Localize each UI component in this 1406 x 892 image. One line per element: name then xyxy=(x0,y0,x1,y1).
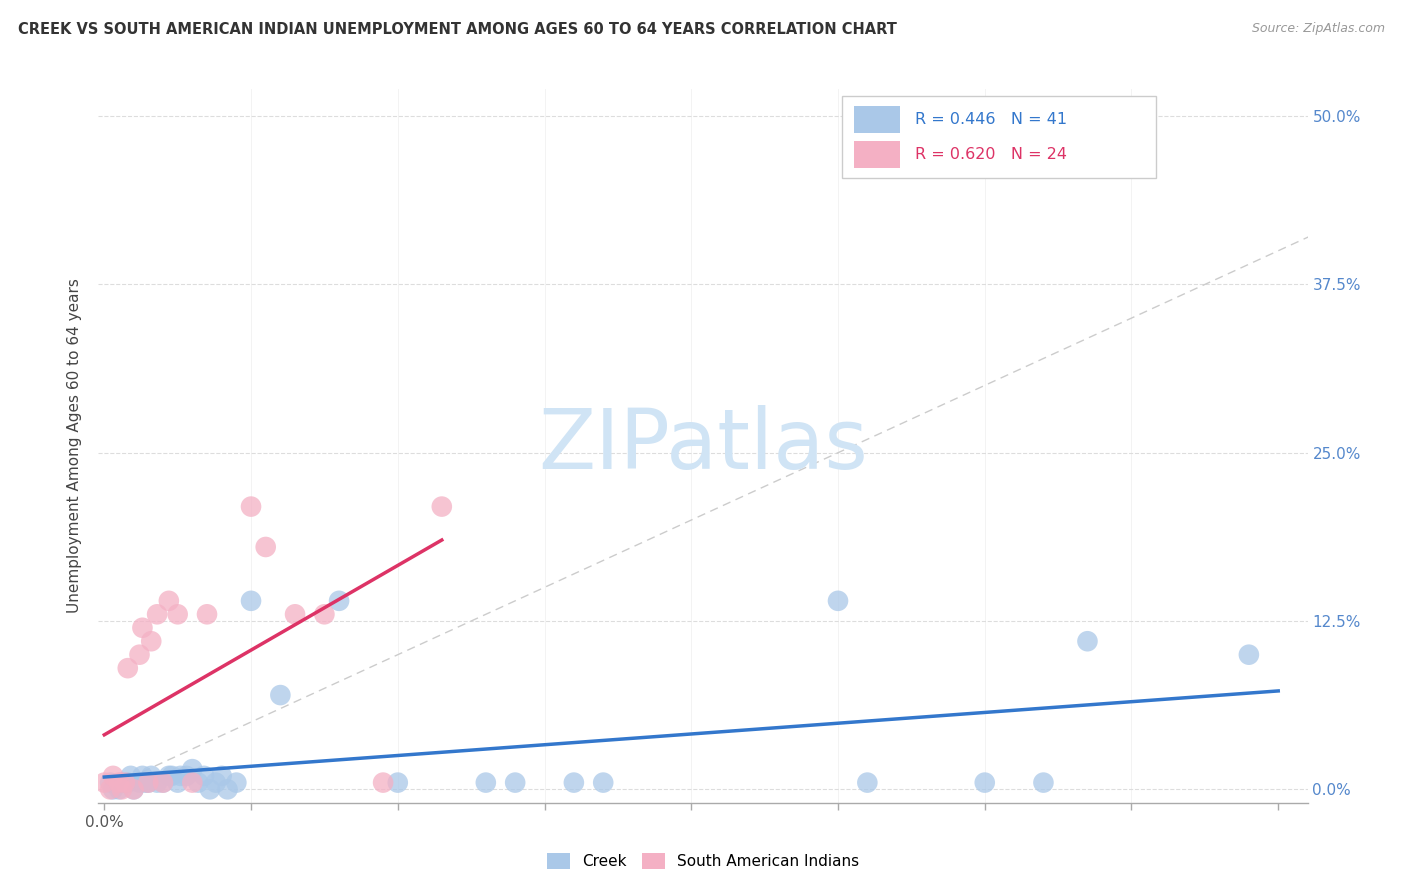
Text: ZIPatlas: ZIPatlas xyxy=(538,406,868,486)
Point xyxy=(160,769,183,783)
Point xyxy=(371,775,394,789)
Point xyxy=(328,594,350,608)
Point xyxy=(1237,648,1260,662)
Point xyxy=(93,775,115,789)
Point xyxy=(120,769,142,783)
Text: R = 0.620   N = 24: R = 0.620 N = 24 xyxy=(915,146,1067,161)
Text: Source: ZipAtlas.com: Source: ZipAtlas.com xyxy=(1251,22,1385,36)
Point xyxy=(108,775,131,789)
Point xyxy=(193,769,215,783)
Point xyxy=(198,782,221,797)
Legend: Creek, South American Indians: Creek, South American Indians xyxy=(541,847,865,875)
Point xyxy=(166,775,188,789)
Point xyxy=(1032,775,1054,789)
Point xyxy=(240,594,263,608)
FancyBboxPatch shape xyxy=(855,106,900,134)
Point xyxy=(136,775,159,789)
Point xyxy=(108,782,131,797)
Point xyxy=(430,500,453,514)
Point xyxy=(254,540,277,554)
Point xyxy=(856,775,879,789)
Point xyxy=(141,634,163,648)
Point xyxy=(176,769,198,783)
Point xyxy=(131,769,153,783)
Point xyxy=(827,594,849,608)
Point xyxy=(387,775,409,789)
Point xyxy=(111,782,134,797)
Point xyxy=(187,775,209,789)
Point xyxy=(152,775,174,789)
Point xyxy=(117,661,139,675)
Point xyxy=(475,775,498,789)
Point xyxy=(269,688,291,702)
Text: R = 0.446   N = 41: R = 0.446 N = 41 xyxy=(915,112,1067,128)
Point xyxy=(114,775,136,789)
Point xyxy=(146,607,169,622)
Y-axis label: Unemployment Among Ages 60 to 64 years: Unemployment Among Ages 60 to 64 years xyxy=(67,278,83,614)
Point xyxy=(122,782,145,797)
Point xyxy=(314,607,336,622)
Point xyxy=(98,775,121,789)
Point xyxy=(128,775,150,789)
Point xyxy=(166,607,188,622)
Point xyxy=(169,769,191,783)
Point xyxy=(211,769,233,783)
Point xyxy=(136,775,159,789)
Point xyxy=(157,769,180,783)
Point xyxy=(134,775,156,789)
Point xyxy=(973,775,995,789)
Point xyxy=(131,621,153,635)
Point xyxy=(181,762,204,776)
Point xyxy=(225,775,247,789)
Point xyxy=(152,775,174,789)
Point xyxy=(1076,634,1098,648)
Point xyxy=(195,607,218,622)
Point xyxy=(157,594,180,608)
Point xyxy=(111,775,134,789)
Point xyxy=(128,648,150,662)
Point xyxy=(204,775,226,789)
Point xyxy=(117,775,139,789)
FancyBboxPatch shape xyxy=(842,96,1157,178)
Point xyxy=(101,769,124,783)
Text: CREEK VS SOUTH AMERICAN INDIAN UNEMPLOYMENT AMONG AGES 60 TO 64 YEARS CORRELATIO: CREEK VS SOUTH AMERICAN INDIAN UNEMPLOYM… xyxy=(18,22,897,37)
Point xyxy=(101,782,124,797)
Point xyxy=(146,775,169,789)
FancyBboxPatch shape xyxy=(855,141,900,168)
Point xyxy=(562,775,585,789)
Point xyxy=(122,782,145,797)
Point xyxy=(284,607,307,622)
Point xyxy=(98,782,121,797)
Point xyxy=(592,775,614,789)
Point xyxy=(503,775,526,789)
Point xyxy=(217,782,239,797)
Point xyxy=(240,500,263,514)
Point xyxy=(181,775,204,789)
Point xyxy=(141,769,163,783)
